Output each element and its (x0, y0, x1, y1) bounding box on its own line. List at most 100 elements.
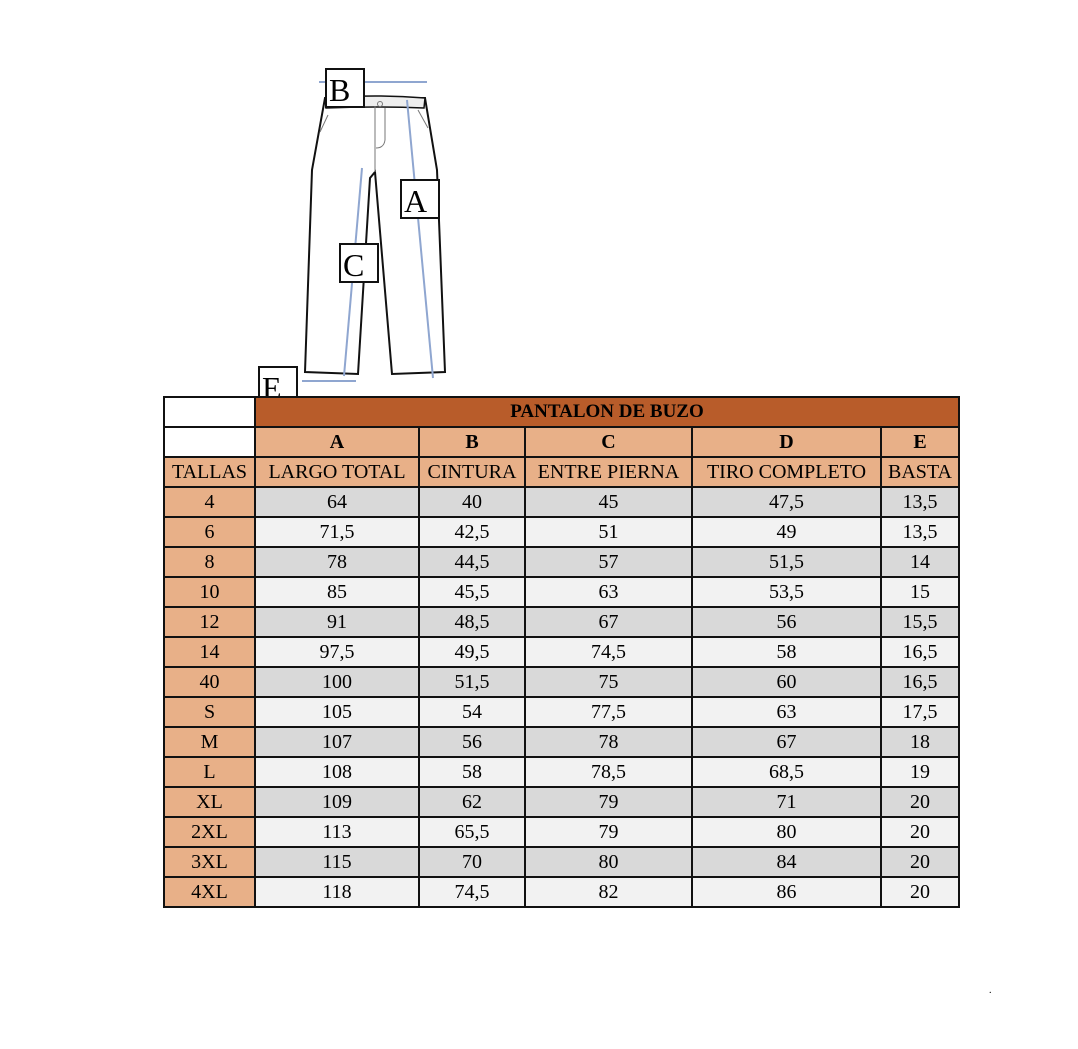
value-cell: 109 (254, 786, 420, 818)
table-row: 4 64 40 45 47,5 13,5 (163, 486, 960, 518)
value-cell: 45,5 (418, 576, 526, 608)
value-cell: 15,5 (880, 606, 960, 638)
value-cell: 105 (254, 696, 420, 728)
value-cell: 79 (524, 816, 693, 848)
value-cell: 58 (691, 636, 882, 668)
size-cell: 4 (163, 486, 256, 518)
table-row: 8 78 44,5 57 51,5 14 (163, 546, 960, 578)
value-cell: 70 (418, 846, 526, 878)
value-cell: 74,5 (524, 636, 693, 668)
value-cell: 44,5 (418, 546, 526, 578)
value-cell: 108 (254, 756, 420, 788)
value-cell: 75 (524, 666, 693, 698)
value-cell: 49,5 (418, 636, 526, 668)
size-cell: 2XL (163, 816, 256, 848)
value-cell: 82 (524, 876, 693, 908)
value-cell: 68,5 (691, 756, 882, 788)
value-cell: 65,5 (418, 816, 526, 848)
blank-cell (163, 426, 256, 458)
value-cell: 45 (524, 486, 693, 518)
value-cell: 19 (880, 756, 960, 788)
value-cell: 53,5 (691, 576, 882, 608)
value-cell: 16,5 (880, 666, 960, 698)
value-cell: 78 (254, 546, 420, 578)
value-cell: 13,5 (880, 516, 960, 548)
value-cell: 115 (254, 846, 420, 878)
header-largo-total: LARGO TOTAL (254, 456, 420, 488)
value-cell: 58 (418, 756, 526, 788)
label-b: B (325, 68, 365, 108)
table-row: 40 100 51,5 75 60 16,5 (163, 666, 960, 698)
value-cell: 118 (254, 876, 420, 908)
value-cell: 84 (691, 846, 882, 878)
value-cell: 107 (254, 726, 420, 758)
header-cintura: CINTURA (418, 456, 526, 488)
value-cell: 80 (691, 816, 882, 848)
title-row: PANTALON DE BUZO (163, 396, 960, 428)
value-cell: 51,5 (418, 666, 526, 698)
letter-a: A (254, 426, 420, 458)
size-cell: 6 (163, 516, 256, 548)
value-cell: 80 (524, 846, 693, 878)
table-row: M 107 56 78 67 18 (163, 726, 960, 758)
dot-mark: . (989, 985, 992, 996)
value-cell: 78 (524, 726, 693, 758)
value-cell: 63 (691, 696, 882, 728)
size-cell: M (163, 726, 256, 758)
table-row: XL 109 62 79 71 20 (163, 786, 960, 818)
letter-c: C (524, 426, 693, 458)
table-title: PANTALON DE BUZO (254, 396, 960, 428)
value-cell: 14 (880, 546, 960, 578)
header-entre-pierna: ENTRE PIERNA (524, 456, 693, 488)
size-cell: 10 (163, 576, 256, 608)
pants-diagram (302, 81, 447, 382)
blank-cell (163, 396, 256, 428)
value-cell: 48,5 (418, 606, 526, 638)
size-cell: 8 (163, 546, 256, 578)
value-cell: 20 (880, 846, 960, 878)
label-a: A (400, 179, 440, 219)
value-cell: 71 (691, 786, 882, 818)
size-cell: 40 (163, 666, 256, 698)
size-cell: XL (163, 786, 256, 818)
size-cell: 14 (163, 636, 256, 668)
size-cell: L (163, 756, 256, 788)
header-tiro-completo: TIRO COMPLETO (691, 456, 882, 488)
value-cell: 60 (691, 666, 882, 698)
value-cell: 49 (691, 516, 882, 548)
value-cell: 20 (880, 816, 960, 848)
value-cell: 16,5 (880, 636, 960, 668)
table-row: 6 71,5 42,5 51 49 13,5 (163, 516, 960, 548)
letter-d: D (691, 426, 882, 458)
table-row: S 105 54 77,5 63 17,5 (163, 696, 960, 728)
value-cell: 56 (418, 726, 526, 758)
letter-e: E (880, 426, 960, 458)
value-cell: 51 (524, 516, 693, 548)
table-row: 3XL 115 70 80 84 20 (163, 846, 960, 878)
value-cell: 67 (691, 726, 882, 758)
value-cell: 86 (691, 876, 882, 908)
value-cell: 20 (880, 876, 960, 908)
value-cell: 17,5 (880, 696, 960, 728)
value-cell: 15 (880, 576, 960, 608)
value-cell: 113 (254, 816, 420, 848)
value-cell: 47,5 (691, 486, 882, 518)
table-row: 12 91 48,5 67 56 15,5 (163, 606, 960, 638)
header-tallas: TALLAS (163, 456, 256, 488)
value-cell: 77,5 (524, 696, 693, 728)
size-cell: 12 (163, 606, 256, 638)
value-cell: 54 (418, 696, 526, 728)
value-cell: 100 (254, 666, 420, 698)
value-cell: 67 (524, 606, 693, 638)
label-c: C (339, 243, 379, 283)
value-cell: 74,5 (418, 876, 526, 908)
size-cell: S (163, 696, 256, 728)
value-cell: 57 (524, 546, 693, 578)
value-cell: 13,5 (880, 486, 960, 518)
value-cell: 20 (880, 786, 960, 818)
value-cell: 64 (254, 486, 420, 518)
table-row: 2XL 113 65,5 79 80 20 (163, 816, 960, 848)
value-cell: 79 (524, 786, 693, 818)
value-cell: 42,5 (418, 516, 526, 548)
value-cell: 40 (418, 486, 526, 518)
